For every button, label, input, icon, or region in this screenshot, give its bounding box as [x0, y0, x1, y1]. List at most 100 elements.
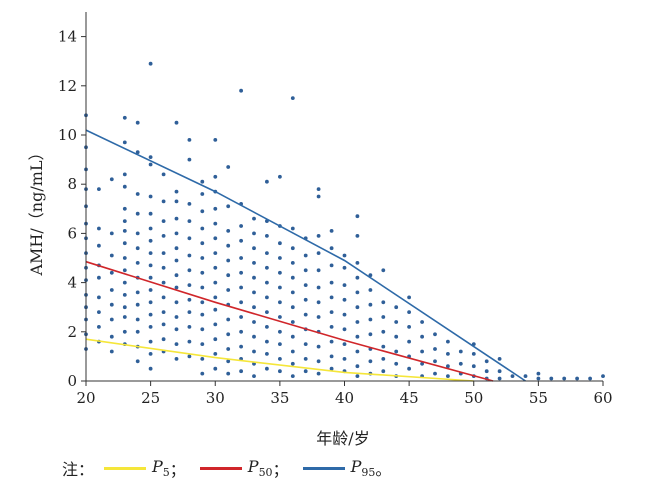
data-point: [446, 374, 450, 378]
data-point: [303, 369, 308, 374]
data-point: [122, 315, 127, 319]
data-point: [187, 310, 192, 314]
data-point: [536, 376, 541, 381]
data-point: [109, 253, 114, 258]
data-point: [497, 357, 502, 361]
data-point: [290, 246, 295, 251]
data-point: [174, 342, 179, 346]
data-point: [109, 334, 114, 339]
data-point: [174, 120, 179, 125]
data-point: [200, 226, 205, 231]
data-point: [148, 211, 153, 216]
data-point: [290, 349, 295, 354]
data-point: [290, 226, 295, 231]
data-point: [316, 194, 321, 199]
data-point: [433, 371, 437, 376]
data-point: [174, 258, 179, 263]
y-tick-label: 0: [67, 372, 77, 390]
data-point: [213, 251, 218, 256]
data-point: [265, 352, 269, 356]
data-point: [109, 231, 114, 236]
data-point: [213, 236, 218, 241]
data-point: [148, 275, 153, 280]
data-point: [161, 234, 166, 238]
data-point: [122, 229, 127, 233]
data-point: [122, 256, 127, 260]
data-point: [342, 357, 347, 361]
data-point: [278, 256, 282, 260]
data-point: [381, 369, 386, 374]
data-point: [200, 285, 205, 290]
x-tick-label: 25: [141, 389, 160, 407]
y-tick-label: 10: [58, 126, 77, 144]
data-point: [122, 293, 127, 297]
data-point: [601, 374, 605, 378]
data-point: [290, 96, 295, 100]
data-point: [239, 238, 244, 243]
data-point: [342, 283, 347, 287]
data-point: [187, 253, 192, 258]
data-point: [187, 283, 192, 287]
data-point: [510, 374, 515, 378]
data-point: [484, 359, 489, 364]
data-point: [355, 320, 360, 324]
data-point: [316, 234, 321, 238]
data-point: [316, 315, 321, 319]
data-point: [355, 261, 360, 265]
data-point: [187, 219, 192, 224]
data-point: [109, 270, 114, 275]
data-point: [303, 268, 308, 273]
data-point: [458, 361, 463, 366]
data-point: [200, 270, 205, 275]
data-point: [174, 199, 179, 204]
data-point: [329, 366, 334, 371]
x-tick-label: 20: [76, 389, 95, 407]
data-point: [161, 337, 166, 342]
x-tick-label: 30: [206, 389, 225, 407]
data-point: [239, 270, 244, 275]
y-tick-label: 12: [58, 77, 77, 95]
data-point: [161, 280, 166, 285]
legend-label-p50: P50: [247, 456, 273, 480]
data-point: [187, 268, 192, 273]
data-point: [562, 376, 567, 381]
data-point: [290, 374, 295, 378]
data-point: [265, 179, 269, 184]
series-line-p5: [85, 338, 474, 382]
data-point: [213, 352, 218, 356]
data-point: [329, 339, 334, 344]
data-point: [394, 334, 399, 339]
data-point: [187, 157, 192, 162]
data-point: [278, 285, 282, 290]
data-point: [122, 140, 127, 145]
data-point: [381, 315, 386, 319]
data-point: [290, 320, 295, 324]
x-tick-label: 40: [335, 389, 354, 407]
data-point: [329, 295, 334, 300]
data-point: [342, 342, 347, 346]
data-point: [278, 369, 282, 374]
x-tick-label: 45: [400, 389, 419, 407]
data-point: [342, 253, 347, 258]
data-point: [122, 268, 127, 273]
data-point: [290, 261, 295, 265]
data-point: [303, 312, 308, 317]
data-point: [97, 310, 101, 314]
data-point: [381, 300, 386, 305]
data-point: [187, 325, 192, 329]
data-point: [497, 376, 502, 381]
y-axis-label: AMH/（ng/mL）: [27, 144, 46, 276]
data-point: [135, 290, 140, 295]
data-point: [329, 280, 334, 285]
scatter-chart: 20 25 30 35 40 45 50 55 60 0 2 4 6 8 10 12 14 年龄/岁 AMH/（…: [27, 12, 613, 448]
data-point: [407, 366, 411, 371]
data-point: [316, 285, 321, 290]
data-point: [148, 312, 153, 317]
data-point: [355, 275, 360, 280]
legend-sep: ；: [169, 460, 186, 479]
data-point: [303, 357, 308, 361]
data-point: [407, 310, 411, 314]
data-point: [252, 349, 256, 354]
data-point: [290, 290, 295, 295]
data-point: [97, 187, 101, 192]
